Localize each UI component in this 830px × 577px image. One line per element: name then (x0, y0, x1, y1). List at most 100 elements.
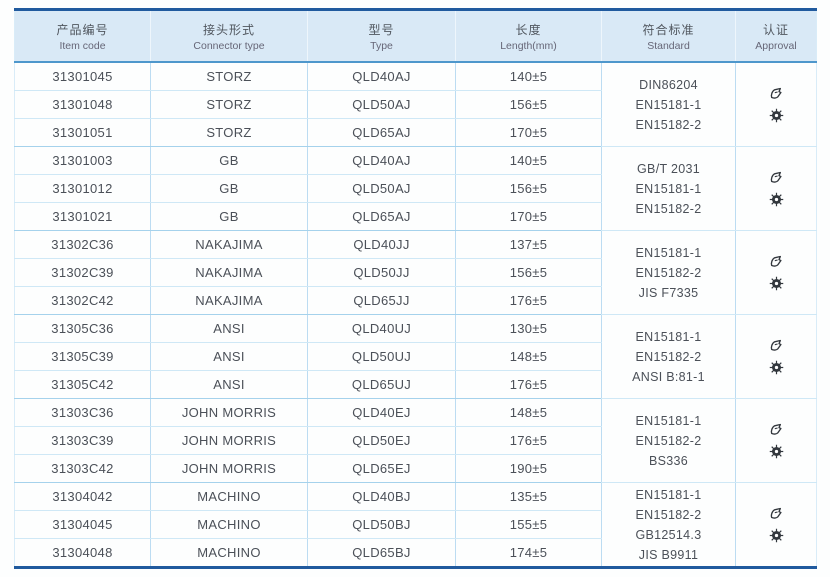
length-cell: 148±5 (455, 398, 602, 427)
standard-line: EN15181-1 (635, 413, 702, 428)
standard-line: EN15181-1 (635, 245, 702, 260)
connector-type-cell: ANSI (150, 314, 308, 343)
type-approval-mark-icon (768, 170, 784, 185)
product-table-container: 产品编号 Item code 接头形式 Connector type 型号 Ty… (14, 8, 817, 569)
connector-type-cell: JOHN MORRIS (150, 398, 308, 427)
type-cell: QLD50BJ (307, 510, 456, 539)
type-approval-mark-icon (768, 86, 784, 101)
item-code-cell: 31304048 (14, 538, 151, 568)
table-row: 31301048 STORZ QLD50AJ 156±5 (14, 90, 817, 119)
connector-type-cell: STORZ (150, 62, 308, 91)
type-approval-mark-icon (768, 506, 784, 521)
standard-list: DIN86204 EN15181-1 EN15182-2 (602, 75, 735, 135)
wheelmark-icon (769, 276, 784, 291)
standard-cell: EN15181-1 EN15182-2 ANSI B:81-1 (601, 314, 736, 399)
standard-line: EN15182-2 (635, 265, 702, 280)
length-cell: 155±5 (455, 510, 602, 539)
item-code-cell: 31302C42 (14, 286, 151, 315)
type-cell: QLD65BJ (307, 538, 456, 568)
standard-cell: GB/T 2031 EN15181-1 EN15182-2 (601, 146, 736, 231)
approval-cell (735, 314, 817, 399)
type-cell: QLD40EJ (307, 398, 456, 427)
column-header-zh: 产品编号 (56, 22, 109, 37)
standard-line: EN15182-2 (635, 433, 702, 448)
standard-cell: EN15181-1 EN15182-2 BS336 (601, 398, 736, 483)
table-row: 31303C42 JOHN MORRIS QLD65EJ 190±5 (14, 454, 817, 483)
type-approval-mark-icon (768, 338, 784, 353)
type-cell: QLD50UJ (307, 342, 456, 371)
column-header-zh: 接头形式 (202, 22, 255, 37)
table-row: 31301045 STORZ QLD40AJ 140±5 DIN86204 EN1… (14, 62, 817, 147)
item-code-cell: 31301021 (14, 202, 151, 231)
item-code-cell: 31301003 (14, 146, 151, 175)
type-cell: QLD40UJ (307, 314, 456, 343)
connector-type-cell: MACHINO (150, 538, 308, 568)
type-cell: QLD65AJ (307, 202, 456, 231)
length-cell: 130±5 (455, 314, 602, 343)
standard-cell: EN15181-1 EN15182-2 GB12514.3 JIS B9911 (601, 482, 736, 568)
column-header: 长度 Length(mm) (455, 9, 602, 63)
type-cell: QLD50EJ (307, 426, 456, 455)
table-row: 31302C39 NAKAJIMA QLD50JJ 156±5 (14, 258, 817, 287)
table-row: 31301012 GB QLD50AJ 156±5 (14, 174, 817, 203)
column-header: 产品编号 Item code (14, 9, 151, 63)
item-code-cell: 31303C42 (14, 454, 151, 483)
item-code-cell: 31305C39 (14, 342, 151, 371)
type-cell: QLD65UJ (307, 370, 456, 399)
item-code-cell: 31303C39 (14, 426, 151, 455)
connector-type-cell: ANSI (150, 342, 308, 371)
connector-type-cell: STORZ (150, 118, 308, 147)
column-header-zh: 型号 (368, 22, 395, 37)
connector-type-cell: NAKAJIMA (150, 286, 308, 315)
table-row: 31302C36 NAKAJIMA QLD40JJ 137±5 EN15181-… (14, 230, 817, 315)
table-row: 31303C36 JOHN MORRIS QLD40EJ 148±5 EN151… (14, 398, 817, 483)
connector-type-cell: JOHN MORRIS (150, 426, 308, 455)
type-approval-mark-icon (768, 422, 784, 437)
wheelmark-icon (769, 528, 784, 543)
approval-cell (735, 230, 817, 315)
item-code-cell: 31301048 (14, 90, 151, 119)
item-code-cell: 31303C36 (14, 398, 151, 427)
standard-list: EN15181-1 EN15182-2 GB12514.3 JIS B9911 (602, 485, 735, 565)
type-cell: QLD50JJ (307, 258, 456, 287)
approval-cell (735, 398, 817, 483)
standard-cell: EN15181-1 EN15182-2 JIS F7335 (601, 230, 736, 315)
connector-type-cell: JOHN MORRIS (150, 454, 308, 483)
table-row: 31305C42 ANSI QLD65UJ 176±5 (14, 370, 817, 399)
connector-type-cell: MACHINO (150, 510, 308, 539)
table-row: 31304045 MACHINO QLD50BJ 155±5 (14, 510, 817, 539)
length-cell: 135±5 (455, 482, 602, 511)
standard-line: EN15181-1 (635, 487, 702, 502)
product-table: 产品编号 Item code 接头形式 Connector type 型号 Ty… (14, 8, 817, 569)
item-code-cell: 31304042 (14, 482, 151, 511)
table-row: 31301021 GB QLD65AJ 170±5 (14, 202, 817, 231)
standard-list: EN15181-1 EN15182-2 ANSI B:81-1 (602, 327, 735, 387)
length-cell: 156±5 (455, 90, 602, 119)
length-cell: 148±5 (455, 342, 602, 371)
type-cell: QLD65JJ (307, 286, 456, 315)
standard-line: EN15182-2 (635, 349, 702, 364)
table-row: 31305C36 ANSI QLD40UJ 130±5 EN15181-1 EN1… (14, 314, 817, 399)
column-header-en: Approval (755, 39, 797, 52)
type-cell: QLD40JJ (307, 230, 456, 259)
connector-type-cell: GB (150, 202, 308, 231)
standard-line: GB/T 2031 (637, 161, 700, 176)
length-cell: 190±5 (455, 454, 602, 483)
length-cell: 170±5 (455, 118, 602, 147)
type-cell: QLD40BJ (307, 482, 456, 511)
item-code-cell: 31304045 (14, 510, 151, 539)
standard-cell: DIN86204 EN15181-1 EN15182-2 (601, 62, 736, 147)
connector-type-cell: GB (150, 146, 308, 175)
length-cell: 140±5 (455, 62, 602, 91)
table-row: 31304048 MACHINO QLD65BJ 174±5 (14, 538, 817, 568)
approval-cell (735, 62, 817, 147)
wheelmark-icon (769, 444, 784, 459)
item-code-cell: 31305C36 (14, 314, 151, 343)
column-header-zh: 长度 (515, 22, 542, 37)
standard-line: EN15182-2 (635, 117, 702, 132)
standard-list: EN15181-1 EN15182-2 JIS F7335 (602, 243, 735, 303)
standard-line: EN15181-1 (635, 97, 702, 112)
connector-type-cell: GB (150, 174, 308, 203)
item-code-cell: 31305C42 (14, 370, 151, 399)
column-header: 接头形式 Connector type (150, 9, 308, 63)
